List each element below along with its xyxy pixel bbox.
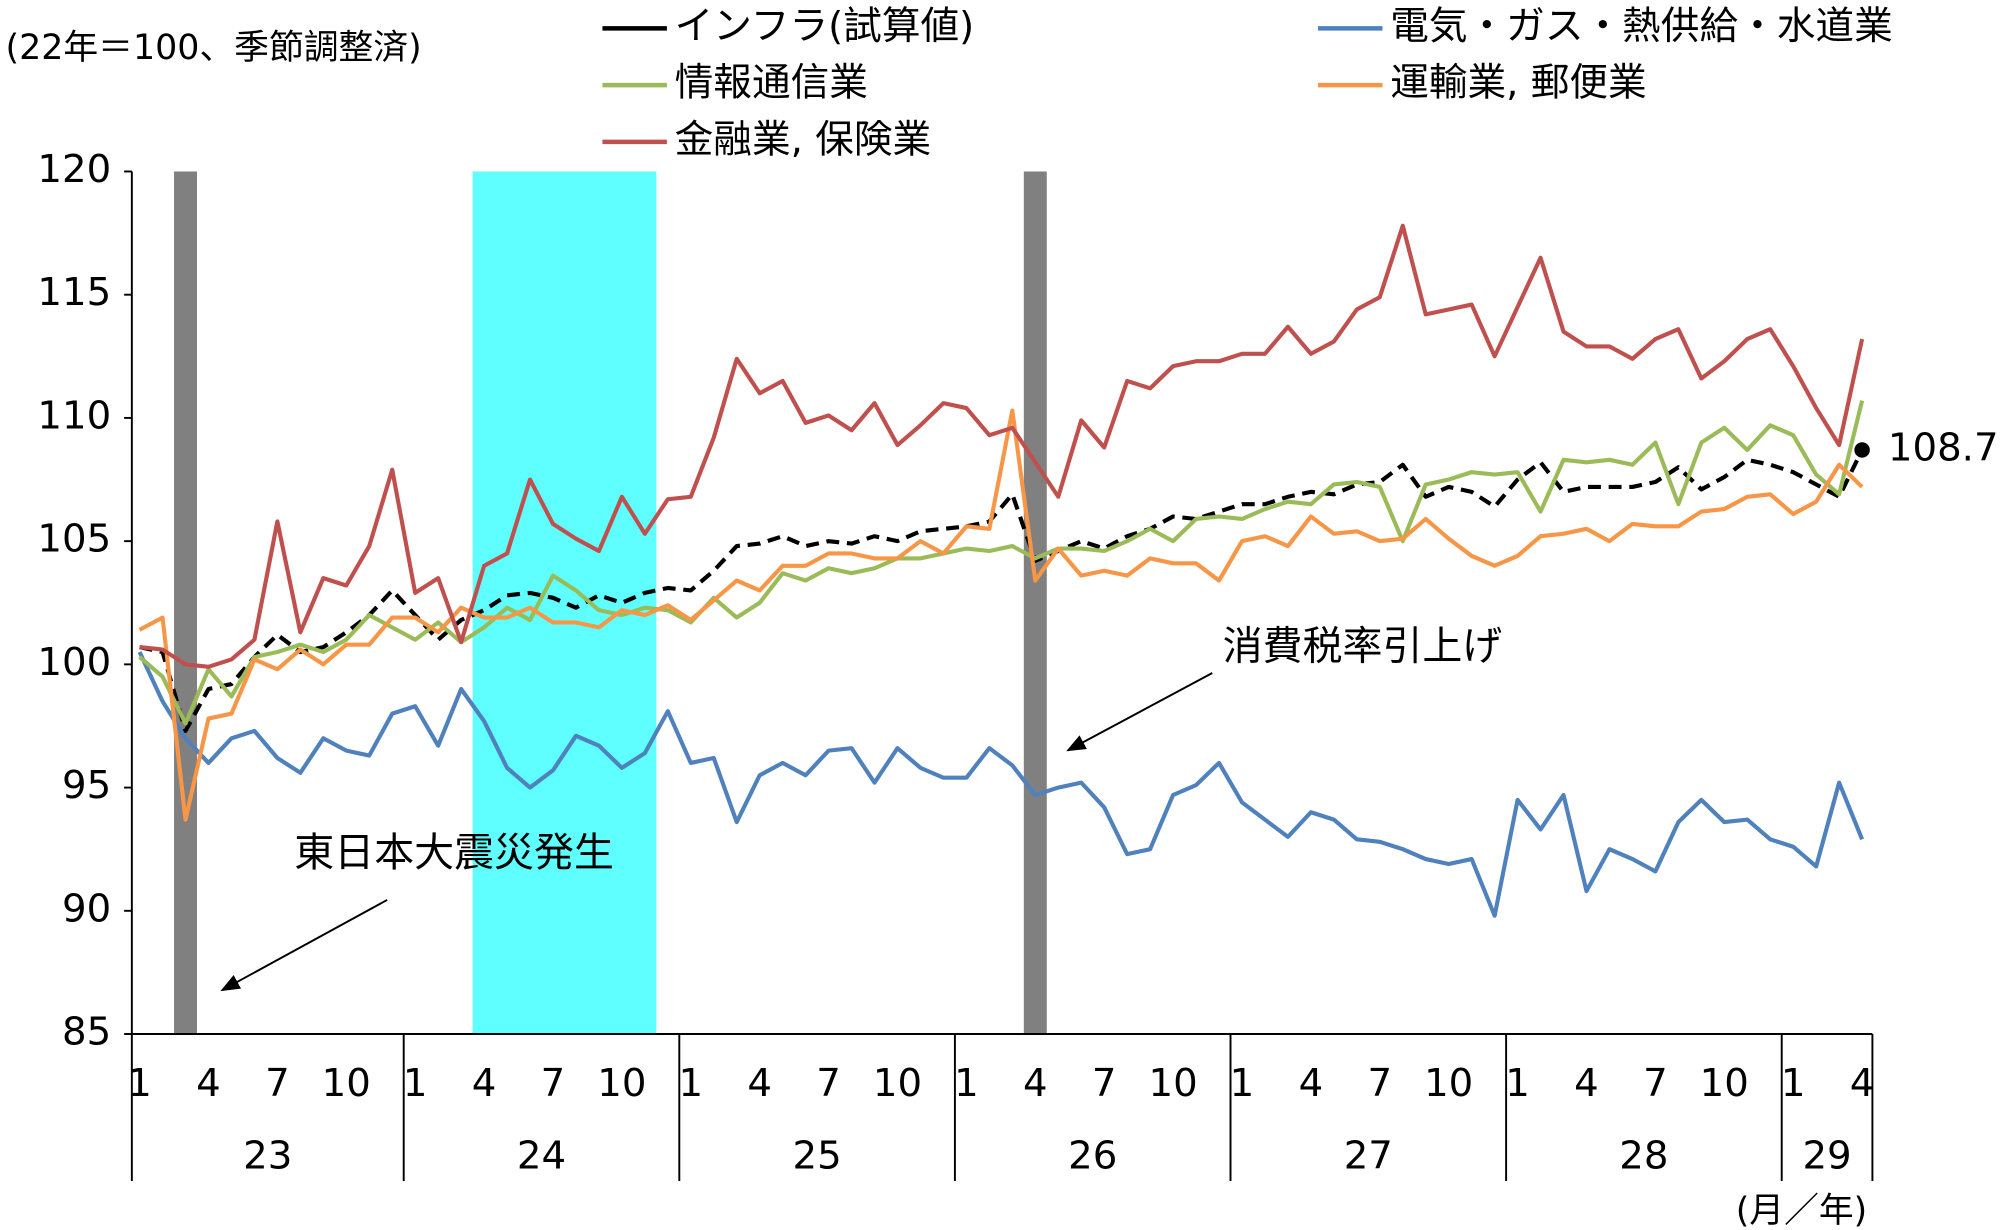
year-label: 23: [243, 1133, 292, 1178]
legend-label: 電気・ガス・熱供給・水道業: [1390, 4, 1893, 49]
year-label: 26: [1068, 1133, 1117, 1178]
value-label: 108.7: [1888, 425, 1999, 470]
x-tick-label: 10: [322, 1061, 371, 1106]
series-line: [138, 408, 1864, 822]
series-line: [139, 223, 1865, 669]
year-label: 25: [793, 1133, 842, 1178]
y-tick-label: 100: [37, 640, 111, 685]
x-tick-label: 7: [1367, 1061, 1392, 1106]
x-tick-label: 4: [747, 1061, 772, 1106]
y-tick-label: 120: [37, 147, 111, 192]
x-tick-label: 10: [1700, 1061, 1749, 1106]
x-tick-label: 4: [472, 1061, 497, 1106]
unit-label: (22年＝100、季節調整済): [5, 28, 421, 68]
legend-label: 金融業, 保険業: [675, 117, 932, 162]
x-tick-label: 7: [1643, 1061, 1668, 1106]
x-tick-label: 1: [954, 1061, 979, 1106]
legend-label: インフラ(試算値): [675, 4, 975, 49]
x-tick-label: 4: [1023, 1061, 1048, 1106]
year-label: 27: [1344, 1133, 1393, 1178]
shaded-period: [174, 171, 198, 1035]
x-tick-label: 10: [1148, 1061, 1197, 1106]
x-tick-label: 10: [873, 1061, 922, 1106]
legend-label: 情報通信業: [675, 61, 868, 106]
x-tick-label: 7: [541, 1061, 566, 1106]
y-tick-label: 110: [37, 393, 111, 438]
x-tick-label: 4: [196, 1061, 221, 1106]
y-tick-label: 90: [62, 886, 111, 931]
y-tick-label: 95: [62, 763, 111, 808]
shaded-periods: [174, 171, 1047, 1035]
x-unit-label: (月／年): [1736, 1191, 1868, 1230]
x-tick-label: 7: [1092, 1061, 1117, 1106]
x-tick-label: 10: [597, 1061, 646, 1106]
series-line: [138, 400, 1865, 726]
annotation: 消費税率引上げ: [1223, 624, 1503, 670]
x-tick-label: 1: [1230, 1061, 1255, 1106]
x-tick-label: 7: [816, 1061, 841, 1106]
x-tick-label: 1: [403, 1061, 428, 1106]
x-tick-label: 1: [678, 1061, 703, 1106]
year-label: 29: [1802, 1133, 1851, 1178]
annotation: 東日本大震災発生: [294, 830, 614, 876]
x-tick-label: 10: [1424, 1061, 1473, 1106]
x-tick-label: 1: [1505, 1061, 1530, 1106]
end-point: [1854, 442, 1870, 458]
year-label: 28: [1619, 1133, 1668, 1178]
y-tick-label: 85: [62, 1010, 111, 1055]
y-tick-label: 105: [37, 517, 111, 562]
x-tick-label: 4: [1574, 1061, 1599, 1106]
year-label: 24: [517, 1133, 566, 1178]
annotation-arrow: [220, 899, 388, 992]
series-line: [137, 651, 1865, 918]
series-line: [139, 449, 1864, 733]
x-tick-label: 1: [1781, 1061, 1806, 1106]
legend-label: 運輸業, 郵便業: [1390, 61, 1647, 106]
x-tick-label: 7: [265, 1061, 290, 1106]
shaded-period: [472, 171, 657, 1035]
annotation-arrow: [1066, 672, 1213, 752]
shaded-period: [1023, 171, 1047, 1035]
x-tick-label: 4: [1850, 1061, 1875, 1106]
x-tick-label: 4: [1299, 1061, 1324, 1106]
y-tick-label: 115: [37, 270, 111, 315]
